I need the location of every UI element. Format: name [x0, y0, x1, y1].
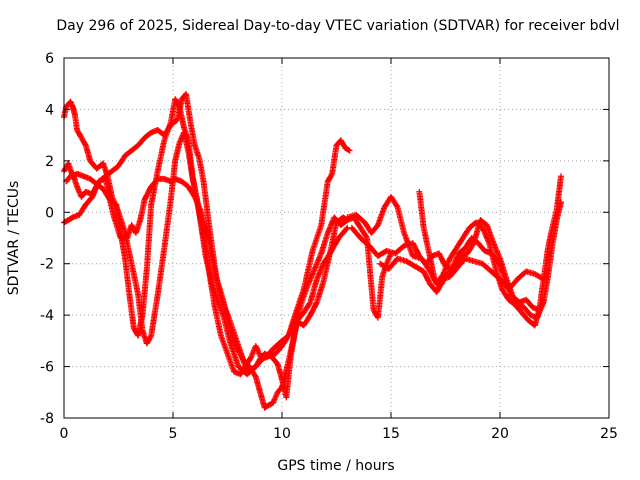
chart-title: Day 296 of 2025, Sidereal Day-to-day VTE… — [56, 18, 619, 34]
y-tick-label: 4 — [45, 102, 54, 118]
y-tick-label: -2 — [40, 257, 54, 273]
y-tick-label: -8 — [40, 411, 54, 427]
x-tick-label: 5 — [169, 426, 178, 442]
x-tick-label: 20 — [491, 426, 509, 442]
series-pass-4 — [61, 91, 394, 411]
axis-ticks: 0 5 10 15 20 25 -8 -6 -4 -2 0 2 4 6 — [40, 51, 618, 442]
y-axis-label: SDTVAR / TECUs — [6, 181, 22, 296]
y-tick-label: -6 — [40, 360, 54, 376]
x-axis-label: GPS time / hours — [277, 458, 394, 474]
series-pass-8 — [416, 188, 547, 313]
y-tick-label: -4 — [40, 308, 54, 324]
y-tick-label: 0 — [45, 205, 54, 221]
y-tick-label: 2 — [45, 154, 54, 170]
plot-frame — [63, 57, 610, 419]
series-pass-7 — [377, 255, 547, 295]
x-tick-label: 0 — [60, 426, 69, 442]
y-tick-label: 6 — [45, 51, 54, 67]
x-tick-label: 25 — [600, 426, 618, 442]
x-tick-label: 10 — [273, 426, 291, 442]
data-markers — [61, 91, 565, 411]
x-tick-label: 15 — [382, 426, 400, 442]
